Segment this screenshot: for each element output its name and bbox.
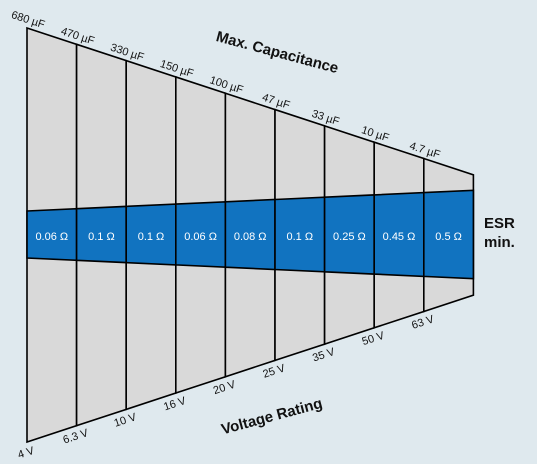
esr-value-5: 0.08 Ω <box>234 231 267 243</box>
voltage-label-5: 20 V <box>212 378 238 397</box>
voltage-label-4: 16 V <box>162 395 188 414</box>
voltage-label-1: 4 V <box>16 445 36 462</box>
esr-value-3: 0.1 Ω <box>138 231 165 243</box>
voltage-label-8: 50 V <box>361 330 387 349</box>
voltage-label-3: 10 V <box>113 411 139 430</box>
esr-value-8: 0.45 Ω <box>383 231 416 243</box>
voltage-label-9: 63 V <box>410 313 436 332</box>
esr-title-line2: min. <box>484 234 515 251</box>
esr-value-6: 0.1 Ω <box>287 231 314 243</box>
esr-value-9: 0.5 Ω <box>435 231 462 243</box>
esr-cell-9 <box>422 189 475 280</box>
esr-value-1: 0.06 Ω <box>35 231 68 243</box>
esr-value-7: 0.25 Ω <box>333 231 366 243</box>
voltage-title: Voltage Rating <box>219 395 324 438</box>
esr-band-group <box>26 189 475 280</box>
esr-title-line1: ESR <box>484 215 515 232</box>
esr-value-4: 0.06 Ω <box>184 231 217 243</box>
esr-value-2: 0.1 Ω <box>88 231 115 243</box>
capacitance-title: Max. Capacitance <box>214 28 340 77</box>
voltage-label-7: 35 V <box>311 346 337 365</box>
esr-title: ESR min. <box>484 215 519 251</box>
voltage-label-6: 25 V <box>261 362 287 381</box>
